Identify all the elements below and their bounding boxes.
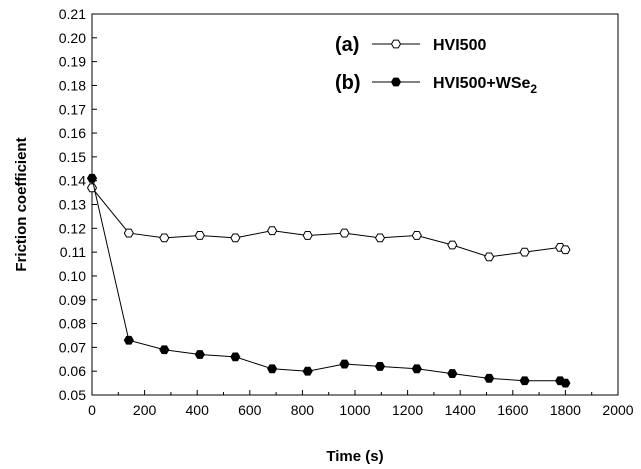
data-point	[302, 231, 313, 240]
data-point	[267, 226, 278, 236]
series-line	[91, 187, 566, 258]
x-tick-label: 1800	[550, 402, 581, 418]
legend-label-text: HVI500	[433, 37, 486, 54]
y-tick-label: 0.17	[59, 101, 86, 117]
legend-tag: (b)	[335, 72, 361, 94]
data-point	[194, 350, 205, 359]
data-point	[123, 228, 134, 238]
data-point	[339, 359, 350, 369]
y-tick-label: 0.10	[59, 268, 86, 284]
axes: 0 200 400 600 800 1000 1200 1400 1600 1800 2000 0.0…	[59, 6, 634, 418]
data-point	[374, 362, 386, 371]
data-point	[411, 364, 422, 374]
data-point	[484, 252, 495, 262]
data-point	[159, 345, 170, 355]
x-tick-label: 1400	[445, 402, 476, 418]
data-point	[484, 373, 495, 383]
y-tick-label: 0.06	[59, 363, 86, 379]
data-point	[560, 378, 571, 388]
legend-label-subscript: 2	[530, 82, 537, 96]
y-tick-label: 0.18	[59, 77, 86, 93]
legend-label-text: HVI500+WSe	[433, 75, 530, 92]
x-tick-label: 1000	[339, 402, 370, 418]
y-tick-label: 0.13	[59, 197, 86, 213]
legend-marker	[390, 39, 402, 49]
y-tick-label: 0.05	[59, 387, 86, 403]
y-tick-label: 0.11	[60, 244, 86, 260]
data-point	[519, 247, 530, 257]
y-tick-label: 0.08	[59, 316, 86, 332]
x-tick-label: 400	[186, 402, 210, 418]
x-tick-label: 1200	[392, 402, 423, 418]
data-point	[302, 366, 313, 376]
x-tick-label: 600	[238, 402, 262, 418]
y-tick-label: 0.20	[59, 30, 86, 46]
y-tick-label: 0.15	[59, 149, 86, 165]
series-a	[86, 183, 571, 262]
legend: (a) HVI500 (b) HVI500+WSe2	[335, 34, 537, 96]
x-tick-label: 200	[133, 402, 157, 418]
series-layer	[86, 173, 571, 388]
y-tick-label: 0.07	[59, 339, 86, 355]
data-point	[86, 173, 98, 183]
data-point	[447, 369, 458, 378]
y-tick-label: 0.21	[59, 6, 86, 22]
y-tick-label: 0.09	[59, 292, 86, 308]
x-tick-label: 1600	[497, 402, 528, 418]
data-point	[519, 376, 530, 386]
data-point	[560, 245, 571, 255]
y-axis-title: Friction coefficient	[13, 137, 30, 271]
data-point	[230, 233, 241, 243]
series-b	[86, 173, 571, 388]
y-tick-label: 0.19	[59, 54, 86, 70]
y-tick-label: 0.14	[59, 173, 86, 189]
data-point	[411, 231, 422, 240]
legend-label: HVI500+WSe2	[433, 75, 537, 96]
data-point	[159, 233, 170, 243]
data-point	[194, 231, 205, 240]
x-tick-label: 2000	[602, 402, 633, 418]
y-tick-label: 0.12	[59, 220, 86, 236]
data-point	[230, 352, 241, 362]
x-tick-label: 800	[291, 402, 315, 418]
data-point	[339, 228, 350, 238]
x-axis-title: Time (s)	[326, 448, 383, 465]
data-point	[374, 233, 386, 243]
x-tick-label: 0	[88, 402, 96, 418]
data-point	[267, 364, 278, 374]
data-point	[123, 335, 134, 345]
data-point	[447, 240, 458, 250]
legend-tag: (a)	[335, 34, 359, 56]
y-tick-label: 0.16	[59, 125, 86, 141]
legend-marker	[390, 77, 402, 87]
legend-label: HVI500	[433, 37, 486, 54]
